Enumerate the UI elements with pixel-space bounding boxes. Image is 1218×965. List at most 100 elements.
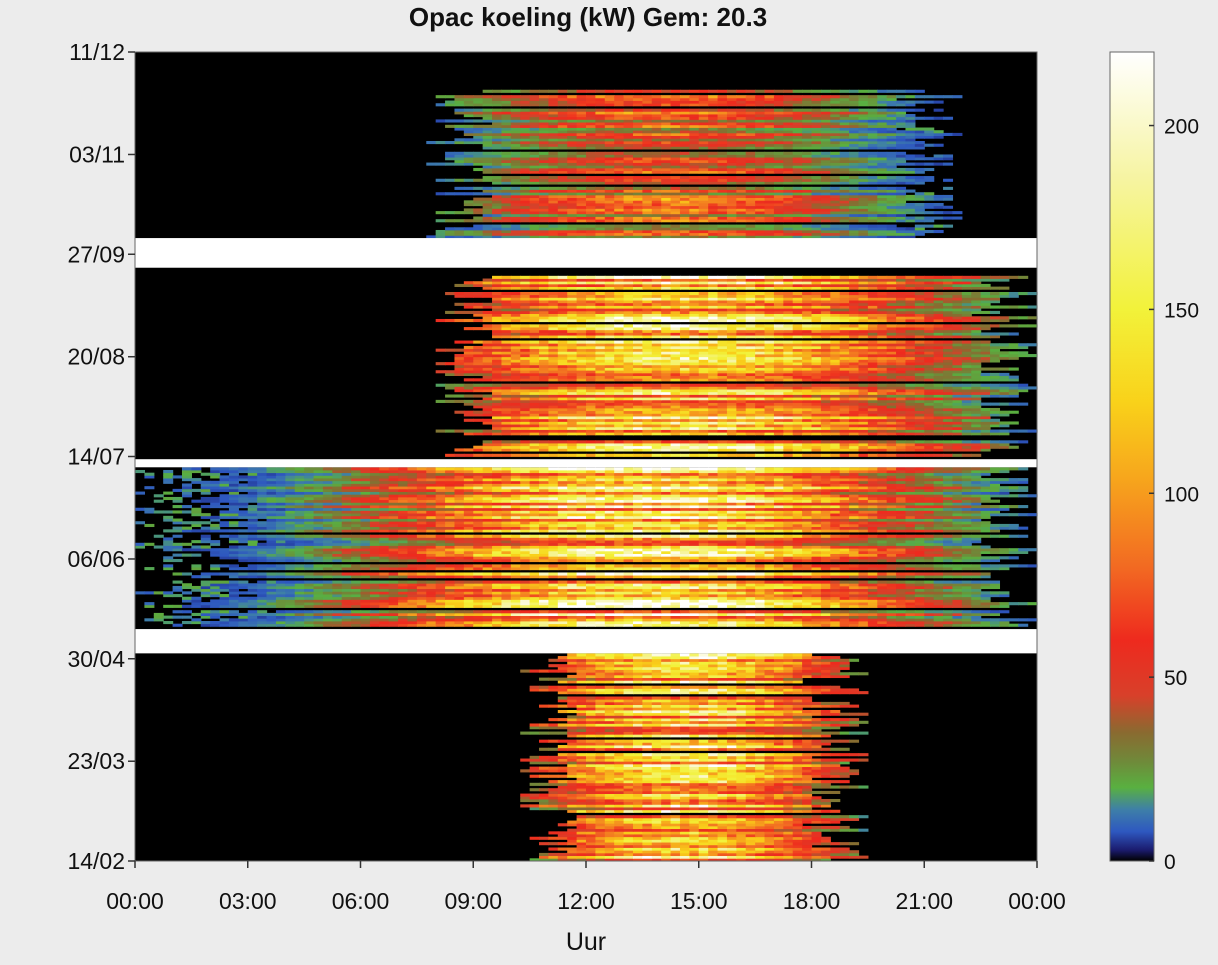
heatmap-cell	[727, 448, 737, 451]
heatmap-cell	[624, 330, 634, 333]
heatmap-cell	[483, 454, 493, 457]
heatmap-cell	[464, 208, 474, 211]
heatmap-cell	[858, 332, 868, 335]
heatmap-cell	[821, 225, 831, 228]
heatmap-cell	[887, 400, 897, 403]
heatmap-cell	[802, 144, 812, 147]
heatmap-cell	[746, 424, 756, 427]
heatmap-cell	[642, 346, 652, 349]
heatmap-cell	[530, 389, 540, 392]
heatmap-cell	[624, 111, 634, 114]
heatmap-cell	[727, 421, 737, 424]
heatmap-cell	[868, 397, 878, 400]
heatmap-cell	[943, 384, 953, 387]
heatmap-cell	[858, 330, 868, 333]
heatmap-cell	[483, 343, 493, 346]
heatmap-cell	[812, 122, 822, 125]
heatmap-cell	[464, 384, 474, 387]
heatmap-cell	[624, 152, 634, 155]
heatmap-cell	[539, 413, 549, 416]
heatmap-cell	[689, 343, 699, 346]
heatmap-cell	[915, 397, 925, 400]
heatmap-cell	[642, 413, 652, 416]
heatmap-cell	[473, 419, 483, 422]
heatmap-cell	[830, 128, 840, 131]
heatmap-cell	[454, 400, 464, 403]
heatmap-cell	[802, 125, 812, 128]
heatmap-cell	[652, 392, 662, 395]
heatmap-cell	[699, 351, 709, 354]
heatmap-cell	[718, 430, 728, 433]
heatmap-cell	[539, 443, 549, 446]
heatmap-cell	[558, 389, 568, 392]
heatmap-cell	[774, 384, 784, 387]
heatmap-cell	[746, 208, 756, 211]
heatmap-cell	[736, 225, 746, 228]
heatmap-cell	[511, 122, 521, 125]
heatmap-cell	[887, 152, 897, 155]
heatmap-cell	[774, 327, 784, 330]
heatmap-cell	[614, 421, 624, 424]
heatmap-cell	[849, 141, 859, 144]
heatmap-cell	[812, 217, 822, 220]
heatmap-cell	[736, 101, 746, 104]
heatmap-cell	[689, 332, 699, 335]
heatmap-cell	[454, 370, 464, 373]
heatmap-cell	[661, 397, 671, 400]
heatmap-cell	[558, 354, 568, 357]
heatmap-cell	[586, 225, 596, 228]
heatmap-cell	[746, 138, 756, 141]
heatmap-cell	[999, 432, 1009, 435]
heatmap-cell	[849, 168, 859, 171]
heatmap-cell	[755, 208, 765, 211]
heatmap-cell	[877, 389, 887, 392]
heatmap-cell	[755, 427, 765, 430]
heatmap-cell	[887, 136, 897, 139]
heatmap-cell	[877, 332, 887, 335]
heatmap-cell	[783, 160, 793, 163]
heatmap-cell	[783, 125, 793, 128]
heatmap-cell	[605, 349, 615, 352]
heatmap-cell	[915, 346, 925, 349]
heatmap-cell	[605, 343, 615, 346]
heatmap-cell	[492, 403, 502, 406]
heatmap-cell	[624, 208, 634, 211]
heatmap-cell	[473, 133, 483, 136]
heatmap-cell	[830, 111, 840, 114]
heatmap-cell	[614, 109, 624, 112]
heatmap-cell	[520, 95, 530, 98]
heatmap-cell	[680, 203, 690, 206]
heatmap-cell	[868, 365, 878, 368]
heatmap-cell	[473, 111, 483, 114]
heatmap-cell	[605, 230, 615, 233]
heatmap-cell	[577, 136, 587, 139]
heatmap-cell	[934, 335, 944, 338]
heatmap-cell	[896, 446, 906, 449]
heatmap-cell	[595, 440, 605, 443]
heatmap-cell	[605, 227, 615, 230]
heatmap-cell	[812, 357, 822, 360]
heatmap-cell	[896, 152, 906, 155]
heatmap-cell	[934, 378, 944, 381]
heatmap-cell	[802, 389, 812, 392]
heatmap-cell	[765, 427, 775, 430]
heatmap-cell	[671, 168, 681, 171]
heatmap-cell	[887, 454, 897, 457]
heatmap-cell	[821, 454, 831, 457]
heatmap-cell	[934, 394, 944, 397]
heatmap-cell	[652, 446, 662, 449]
heatmap-cell	[877, 346, 887, 349]
heatmap-cell	[849, 376, 859, 379]
heatmap-cell	[971, 424, 981, 427]
heatmap-cell	[765, 138, 775, 141]
heatmap-cell	[821, 122, 831, 125]
heatmap-cell	[558, 384, 568, 387]
heatmap-cell	[896, 419, 906, 422]
heatmap-cell	[765, 101, 775, 104]
heatmap-cell	[567, 114, 577, 117]
heatmap-cell	[812, 327, 822, 330]
heatmap-cell	[605, 416, 615, 419]
heatmap-cell	[595, 405, 605, 408]
heatmap-cell	[520, 448, 530, 451]
heatmap-cell	[520, 424, 530, 427]
